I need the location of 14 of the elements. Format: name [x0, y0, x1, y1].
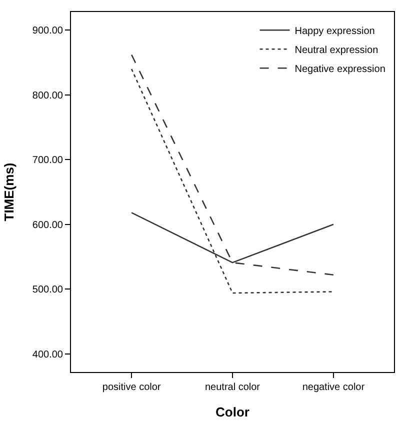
y-tick-label: 700.00 [32, 155, 64, 166]
y-tick-label: 400.00 [32, 349, 64, 360]
legend-label: Neutral expression [294, 45, 378, 56]
y-tick-label: 600.00 [32, 220, 64, 231]
y-tick-label: 500.00 [32, 284, 64, 296]
y-axis-title: TIME(ms) [1, 162, 16, 222]
y-tick-label: 900.00 [32, 26, 64, 37]
x-tick-label: neutral color [204, 382, 261, 393]
legend-label: Happy expression [294, 26, 375, 37]
x-tick-label: positive color [102, 382, 162, 393]
x-axis-title: Color [216, 404, 250, 420]
x-tick-label: negative color [302, 382, 366, 393]
y-tick-label: 800.00 [32, 90, 64, 102]
legend-label: Negative expression [294, 64, 386, 75]
